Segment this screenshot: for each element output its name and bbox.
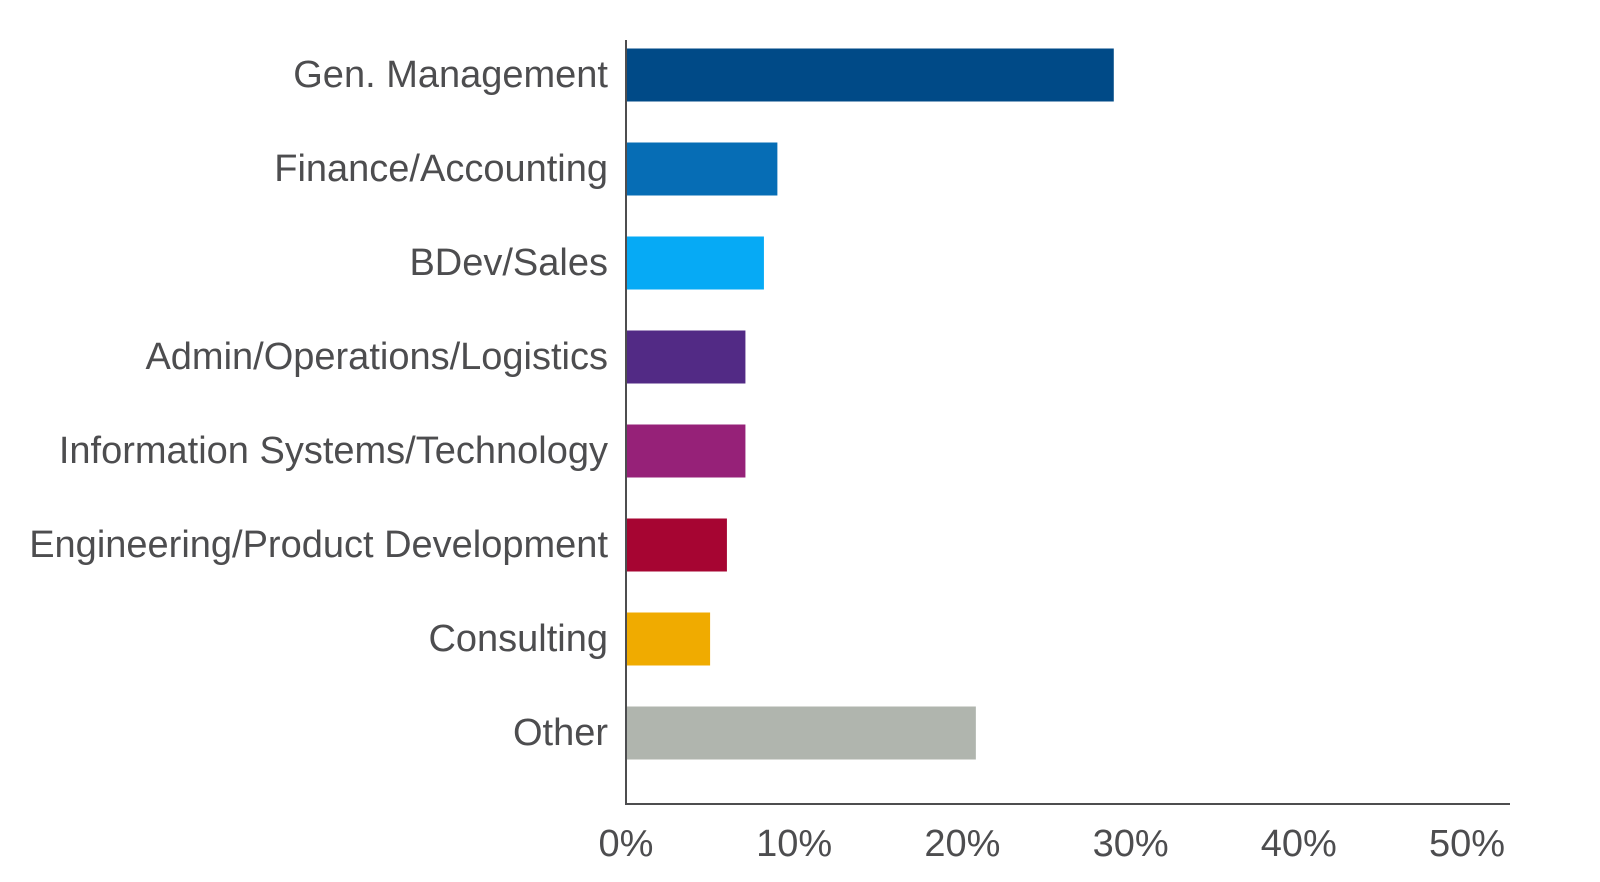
bar-gen-management [626, 48, 1114, 102]
category-label-admin-operations-logistics: Admin/Operations/Logistics [145, 336, 608, 378]
x-tick-label-40: 40% [1261, 823, 1337, 865]
bar-finance-accounting [626, 142, 778, 196]
x-tick-label-20: 20% [924, 823, 1000, 865]
category-label-gen-management: Gen. Management [293, 54, 608, 96]
x-tick-label-0: 0% [599, 823, 654, 865]
category-label-finance-accounting: Finance/Accounting [274, 148, 608, 190]
category-label-engineering-product-development: Engineering/Product Development [29, 524, 608, 566]
category-label-information-systems-technology: Information Systems/Technology [59, 430, 608, 472]
bar-information-systems-technology [626, 424, 746, 478]
category-label-consulting: Consulting [428, 618, 608, 660]
category-label-other: Other [513, 712, 608, 754]
bar-admin-operations-logistics [626, 330, 746, 384]
bar-other [626, 706, 976, 760]
x-tick-label-10: 10% [756, 823, 832, 865]
x-tick-label-30: 30% [1093, 823, 1169, 865]
x-tick-label-50: 50% [1429, 823, 1505, 865]
bar-consulting [626, 612, 711, 666]
bar-engineering-product-development [626, 518, 727, 572]
category-label-bdev-sales: BDev/Sales [409, 242, 608, 284]
bar-bdev-sales [626, 236, 764, 290]
